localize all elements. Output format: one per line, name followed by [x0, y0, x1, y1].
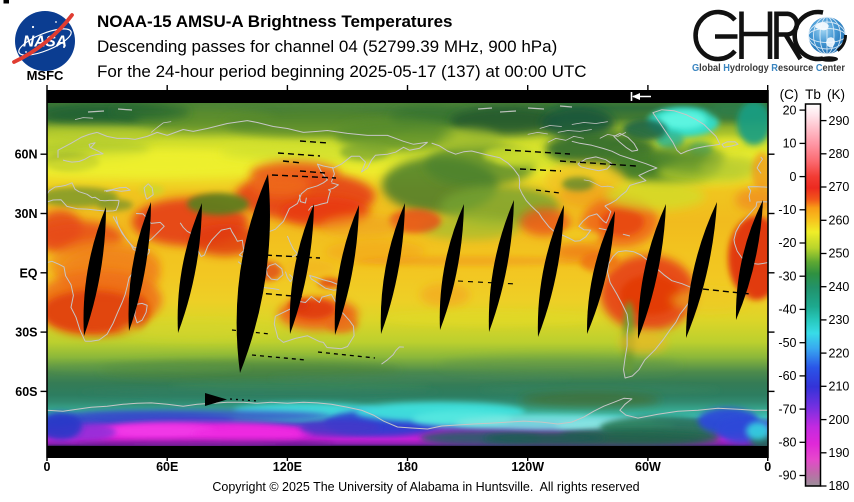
svg-text:-80: -80 [778, 436, 796, 450]
svg-text:30S: 30S [15, 326, 37, 340]
svg-text:120W: 120W [511, 460, 544, 474]
svg-text:Tb: Tb [805, 87, 821, 102]
svg-text:30N: 30N [15, 207, 38, 221]
svg-text:-60: -60 [778, 369, 796, 383]
svg-text:-40: -40 [778, 303, 796, 317]
svg-text:0: 0 [764, 460, 771, 474]
svg-text:60W: 60W [635, 460, 661, 474]
svg-text:60N: 60N [15, 148, 38, 162]
svg-text:-20: -20 [778, 236, 796, 250]
svg-text:60E: 60E [156, 460, 178, 474]
svg-text:Global Hydrology Resource Cent: Global Hydrology Resource Center [692, 63, 845, 74]
svg-text:180: 180 [829, 479, 850, 493]
svg-text:210: 210 [829, 380, 850, 394]
svg-text:120E: 120E [273, 460, 302, 474]
svg-text:220: 220 [829, 346, 850, 360]
svg-text:260: 260 [829, 214, 850, 228]
svg-text:-50: -50 [778, 336, 796, 350]
svg-text:-10: -10 [778, 203, 796, 217]
svg-text:190: 190 [829, 446, 850, 460]
svg-text:290: 290 [829, 114, 850, 128]
svg-text:230: 230 [829, 313, 850, 327]
svg-text:-90: -90 [778, 469, 796, 483]
svg-text:60S: 60S [15, 385, 37, 399]
svg-text:Copyright © 2025 The Universit: Copyright © 2025 The University of Alaba… [212, 480, 639, 494]
svg-text:For the 24-hour period beginni: For the 24-hour period beginning 2025-05… [97, 62, 587, 81]
svg-text:200: 200 [829, 413, 850, 427]
svg-text:Descending passes for channel: Descending passes for channel 04 (52799.… [97, 37, 557, 56]
svg-text:NOAA-15 AMSU-A Brightness Temp: NOAA-15 AMSU-A Brightness Temperatures [97, 12, 453, 31]
svg-text:(C): (C) [780, 87, 799, 102]
svg-text:(K): (K) [827, 87, 845, 102]
svg-text:270: 270 [829, 180, 850, 194]
svg-text:250: 250 [829, 247, 850, 261]
svg-text:EQ: EQ [19, 266, 37, 280]
svg-text:280: 280 [829, 147, 850, 161]
svg-text:-70: -70 [778, 402, 796, 416]
svg-text:-30: -30 [778, 269, 796, 283]
svg-text:240: 240 [829, 280, 850, 294]
svg-text:10: 10 [783, 137, 797, 151]
svg-text:180: 180 [397, 460, 418, 474]
svg-text:0: 0 [790, 170, 797, 184]
svg-text:20: 20 [783, 103, 797, 117]
svg-text:0: 0 [44, 460, 51, 474]
svg-text:MSFC: MSFC [27, 68, 64, 83]
